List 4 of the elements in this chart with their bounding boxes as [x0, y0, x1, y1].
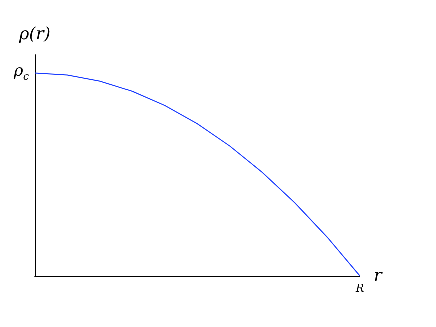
y-axis-title: ρ(r)	[18, 24, 51, 44]
x-axis-title: r	[374, 266, 383, 286]
text: ρ$_{c}$	[14, 61, 30, 84]
text: R	[356, 282, 364, 295]
